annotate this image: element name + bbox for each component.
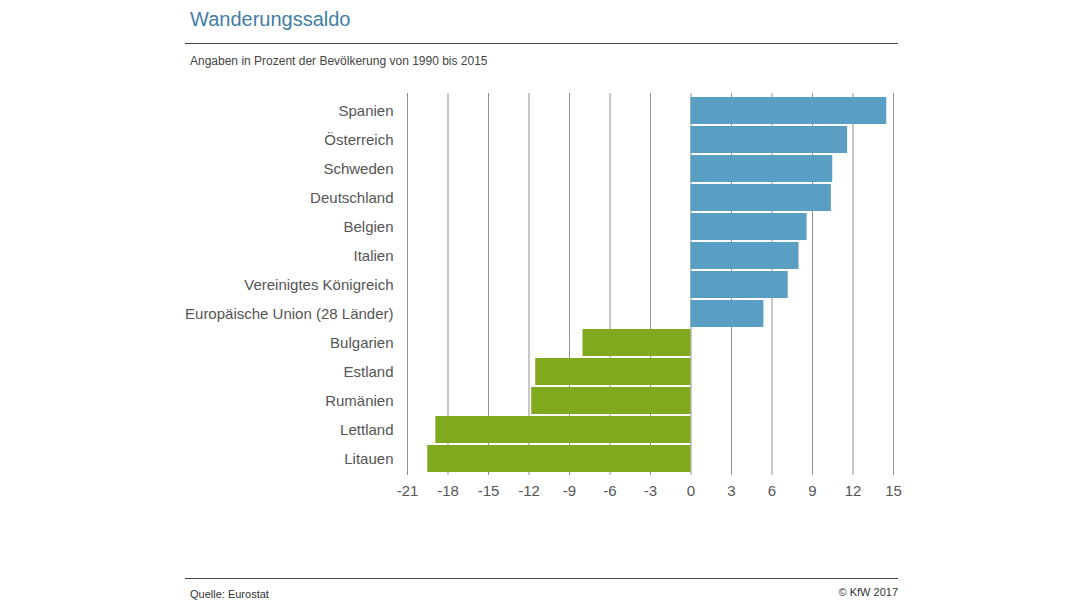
svg-text:Spanien: Spanien [338, 102, 393, 119]
html-text:Quelle: Eurostat: Quelle: Eurostat [190, 588, 269, 600]
svg-text:15: 15 [885, 482, 902, 499]
svg-text:Estland: Estland [343, 363, 393, 380]
svg-text:Italien: Italien [353, 247, 393, 264]
svg-text:6: 6 [768, 482, 776, 499]
svg-text:-6: -6 [603, 482, 616, 499]
svg-text:Lettland: Lettland [340, 421, 393, 438]
svg-text:Bulgarien: Bulgarien [330, 334, 393, 351]
svg-text:-9: -9 [563, 482, 576, 499]
svg-text:Deutschland: Deutschland [310, 189, 393, 206]
html-text:Wanderungssaldo: Wanderungssaldo [190, 8, 351, 30]
svg-text:Österreich: Österreich [324, 131, 393, 148]
svg-text:0: 0 [687, 482, 695, 499]
svg-text:-12: -12 [518, 482, 540, 499]
svg-text:Schweden: Schweden [323, 160, 393, 177]
svg-text:9: 9 [808, 482, 816, 499]
html-text:Angaben in Prozent der Bevölke: Angaben in Prozent der Bevölkerung von 1… [190, 54, 488, 68]
svg-text:Belgien: Belgien [343, 218, 393, 235]
svg-text:Vereinigtes Königreich: Vereinigtes Königreich [244, 276, 393, 293]
svg-text:12: 12 [845, 482, 862, 499]
html-text:© KfW 2017: © KfW 2017 [838, 586, 898, 598]
svg-text:-21: -21 [397, 482, 419, 499]
svg-text:Europäische Union (28 Länder): Europäische Union (28 Länder) [185, 305, 393, 322]
svg-text:Litauen: Litauen [344, 450, 393, 467]
svg-text:Rumänien: Rumänien [325, 392, 393, 409]
svg-text:-3: -3 [644, 482, 657, 499]
svg-text:-18: -18 [437, 482, 459, 499]
svg-text:3: 3 [727, 482, 735, 499]
svg-text:-15: -15 [478, 482, 500, 499]
